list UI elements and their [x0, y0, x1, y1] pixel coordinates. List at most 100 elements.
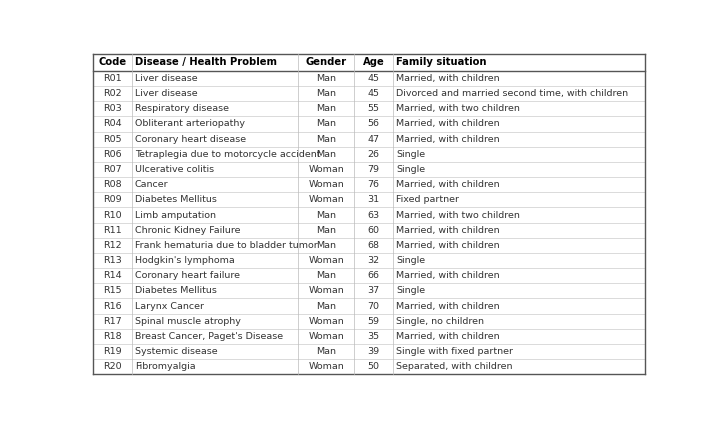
Text: 37: 37	[368, 286, 379, 296]
Text: Married, with two children: Married, with two children	[396, 210, 520, 220]
Text: Married, with children: Married, with children	[396, 226, 500, 234]
Text: Separated, with children: Separated, with children	[396, 362, 513, 371]
Text: Breast Cancer, Paget's Disease: Breast Cancer, Paget's Disease	[135, 332, 283, 341]
Text: Hodgkin's lymphoma: Hodgkin's lymphoma	[135, 256, 235, 265]
Text: R18: R18	[103, 332, 122, 341]
Text: Single: Single	[396, 150, 426, 159]
Text: Woman: Woman	[308, 317, 344, 326]
Text: Obliterant arteriopathy: Obliterant arteriopathy	[135, 120, 245, 128]
Text: Fibromyalgia: Fibromyalgia	[135, 362, 196, 371]
Text: Tetraplegia due to motorcycle accident: Tetraplegia due to motorcycle accident	[135, 150, 320, 159]
Text: R11: R11	[103, 226, 122, 234]
Text: Man: Man	[316, 347, 336, 356]
Text: R16: R16	[103, 301, 122, 310]
Text: Family situation: Family situation	[396, 57, 487, 67]
Text: Single: Single	[396, 256, 426, 265]
Text: 26: 26	[368, 150, 379, 159]
Text: 39: 39	[368, 347, 379, 356]
Text: R10: R10	[103, 210, 122, 220]
Text: Woman: Woman	[308, 286, 344, 296]
Text: Single, no children: Single, no children	[396, 317, 484, 326]
Text: 66: 66	[368, 271, 379, 280]
Text: R12: R12	[103, 241, 122, 250]
Text: Man: Man	[316, 241, 336, 250]
Text: Married, with children: Married, with children	[396, 241, 500, 250]
Text: Fixed partner: Fixed partner	[396, 195, 459, 204]
Text: 59: 59	[368, 317, 379, 326]
Text: Liver disease: Liver disease	[135, 89, 197, 98]
Text: R01: R01	[103, 74, 122, 83]
Text: 45: 45	[368, 89, 379, 98]
Text: R13: R13	[103, 256, 122, 265]
Text: R19: R19	[103, 347, 122, 356]
Text: Systemic disease: Systemic disease	[135, 347, 217, 356]
Text: Man: Man	[316, 226, 336, 234]
Text: Disease / Health Problem: Disease / Health Problem	[135, 57, 277, 67]
Text: 70: 70	[368, 301, 379, 310]
Text: Woman: Woman	[308, 362, 344, 371]
Text: Man: Man	[316, 301, 336, 310]
Text: 60: 60	[368, 226, 379, 234]
Text: 55: 55	[368, 104, 379, 113]
Text: Diabetes Mellitus: Diabetes Mellitus	[135, 195, 217, 204]
Text: 63: 63	[368, 210, 379, 220]
Text: Liver disease: Liver disease	[135, 74, 197, 83]
Text: Married, with children: Married, with children	[396, 120, 500, 128]
Text: 68: 68	[368, 241, 379, 250]
Text: 47: 47	[368, 135, 379, 144]
Text: Man: Man	[316, 104, 336, 113]
Text: R15: R15	[103, 286, 122, 296]
Text: Code: Code	[99, 57, 127, 67]
Text: R06: R06	[103, 150, 122, 159]
Text: Divorced and married second time, with children: Divorced and married second time, with c…	[396, 89, 629, 98]
Text: Woman: Woman	[308, 180, 344, 189]
Text: Married, with children: Married, with children	[396, 180, 500, 189]
Text: Woman: Woman	[308, 332, 344, 341]
Text: Man: Man	[316, 150, 336, 159]
Text: R08: R08	[103, 180, 122, 189]
Text: 31: 31	[368, 195, 379, 204]
Text: Woman: Woman	[308, 165, 344, 174]
Text: R05: R05	[103, 135, 122, 144]
Text: 56: 56	[368, 120, 379, 128]
Text: 79: 79	[368, 165, 379, 174]
Text: Single: Single	[396, 286, 426, 296]
Text: Ulcerative colitis: Ulcerative colitis	[135, 165, 214, 174]
Text: 76: 76	[368, 180, 379, 189]
Text: R02: R02	[103, 89, 122, 98]
Text: Man: Man	[316, 120, 336, 128]
Text: Man: Man	[316, 210, 336, 220]
Text: R07: R07	[103, 165, 122, 174]
Text: R09: R09	[103, 195, 122, 204]
Text: R17: R17	[103, 317, 122, 326]
Text: Married, with children: Married, with children	[396, 332, 500, 341]
Text: R03: R03	[103, 104, 122, 113]
Text: 32: 32	[368, 256, 379, 265]
Text: Frank hematuria due to bladder tumor: Frank hematuria due to bladder tumor	[135, 241, 318, 250]
Text: Woman: Woman	[308, 256, 344, 265]
Text: Gender: Gender	[306, 57, 347, 67]
Text: Spinal muscle atrophy: Spinal muscle atrophy	[135, 317, 240, 326]
Text: R04: R04	[103, 120, 122, 128]
Text: Man: Man	[316, 135, 336, 144]
Text: Man: Man	[316, 89, 336, 98]
Text: Age: Age	[363, 57, 384, 67]
Text: Married, with children: Married, with children	[396, 135, 500, 144]
Text: Chronic Kidney Failure: Chronic Kidney Failure	[135, 226, 240, 234]
Text: Woman: Woman	[308, 195, 344, 204]
Text: Larynx Cancer: Larynx Cancer	[135, 301, 204, 310]
Text: Single with fixed partner: Single with fixed partner	[396, 347, 513, 356]
Text: R20: R20	[103, 362, 122, 371]
Text: Married, with children: Married, with children	[396, 74, 500, 83]
Text: Coronary heart disease: Coronary heart disease	[135, 135, 246, 144]
Text: Married, with children: Married, with children	[396, 271, 500, 280]
Text: Married, with children: Married, with children	[396, 301, 500, 310]
Text: 50: 50	[368, 362, 379, 371]
Text: Respiratory disease: Respiratory disease	[135, 104, 229, 113]
Text: Single: Single	[396, 165, 426, 174]
Text: Diabetes Mellitus: Diabetes Mellitus	[135, 286, 217, 296]
Text: Cancer: Cancer	[135, 180, 168, 189]
Text: Man: Man	[316, 271, 336, 280]
Text: R14: R14	[103, 271, 122, 280]
Text: Married, with two children: Married, with two children	[396, 104, 520, 113]
